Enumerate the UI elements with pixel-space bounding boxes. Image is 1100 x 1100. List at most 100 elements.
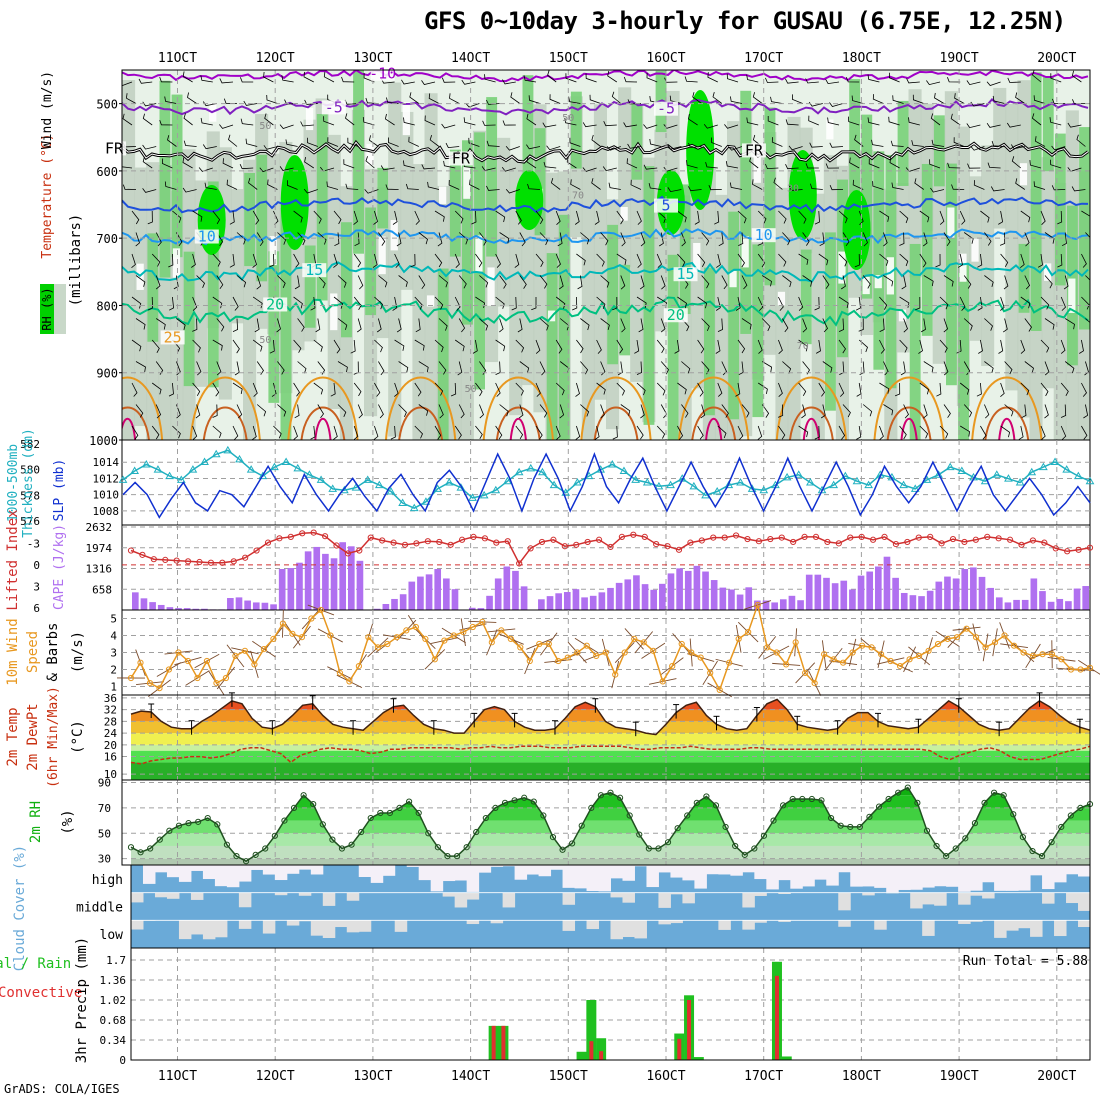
cape-bar	[857, 575, 865, 610]
cape-bar	[1047, 601, 1055, 610]
cloud-gap	[154, 892, 168, 898]
wind-barb	[475, 253, 483, 268]
wind-barb	[421, 80, 436, 85]
cape-bar	[762, 600, 770, 610]
rh2m-series-point	[952, 845, 959, 852]
lifted-index-series-point	[561, 543, 568, 550]
rh-grey-band	[1005, 104, 1019, 391]
date-tick-label-top: 18OCT	[842, 51, 881, 66]
wind-barb	[286, 180, 298, 190]
precip-convective-bar	[599, 1051, 604, 1060]
rh2m-series-point	[655, 845, 662, 852]
cloud-gap	[658, 892, 671, 908]
thickness-series-point	[293, 463, 303, 472]
wind-barb	[636, 253, 642, 268]
wind-barb	[681, 361, 691, 374]
wind-barb	[122, 184, 137, 190]
cloud-gap	[442, 865, 456, 882]
rh2m-series-point	[319, 821, 326, 828]
wind-tick-label: 4	[110, 630, 117, 643]
wind-barb	[216, 275, 224, 290]
wind-barb	[899, 425, 907, 440]
wind-barb	[445, 142, 460, 149]
wind-barb	[856, 425, 862, 440]
date-tick-label-top: 13OCT	[353, 51, 392, 66]
wind-barb	[980, 425, 987, 440]
wind-barb	[639, 275, 645, 290]
rh-grey-band	[230, 189, 244, 324]
wind-barb	[640, 404, 645, 419]
wind-barb	[511, 296, 517, 311]
wind-speed-series-point	[972, 634, 980, 641]
precip-convective-bar	[774, 975, 779, 1060]
rh-dry-patch	[463, 167, 471, 199]
wind-barb	[778, 210, 787, 224]
wind-barb	[765, 163, 779, 170]
cape-bar	[261, 602, 269, 610]
cape-bar	[719, 587, 727, 610]
cape-bar	[866, 571, 874, 610]
rh2m-series-point	[751, 845, 758, 852]
cloud-gap	[346, 892, 360, 901]
precip-axis-label: 3hr Precip (mm)	[74, 937, 90, 1063]
wind-barb	[434, 253, 443, 268]
rh2m-series-point	[712, 802, 720, 809]
wind-speed-series-point	[583, 642, 590, 649]
wind-barb	[626, 158, 638, 169]
wind-barb	[226, 179, 238, 190]
rh2m-series-point	[367, 814, 374, 822]
wind-barb	[122, 166, 133, 169]
rh-dry-patch	[330, 293, 338, 331]
wind-barb	[228, 134, 238, 147]
pressure-tick-label: 1000	[89, 434, 118, 448]
wind-barb	[499, 404, 509, 417]
contour-30	[789, 406, 834, 440]
date-tick-label-bottom: 20OCT	[1037, 1069, 1076, 1084]
wind-barb	[716, 253, 721, 268]
wind-barb	[528, 95, 541, 104]
contour-35	[998, 417, 1016, 440]
rh2m-axis-label: (%)	[60, 809, 76, 834]
pressure-tick-label: 900	[96, 367, 118, 381]
lifted-index-series-point	[139, 551, 146, 558]
wind-barb	[936, 382, 942, 397]
cloud-gap	[838, 920, 851, 927]
cape-bar	[252, 602, 260, 610]
wind-barb	[737, 339, 746, 354]
cloud-gap	[1006, 865, 1019, 891]
wind-barb	[341, 76, 355, 83]
wind-barb	[656, 382, 666, 396]
wind-barb	[872, 94, 884, 104]
wind-speed-series-point	[915, 652, 923, 660]
date-tick-label-top: 12OCT	[256, 51, 295, 66]
thickness-series-point	[654, 481, 664, 490]
temperature-contour	[122, 195, 1089, 214]
wind-barb	[539, 318, 549, 331]
wind-barb	[782, 232, 791, 246]
cloud-gap	[730, 865, 743, 876]
rh-grey-band	[327, 134, 341, 410]
wind-speed-series-point	[896, 663, 904, 670]
wind-barb	[1051, 145, 1066, 151]
cape-bar	[468, 607, 476, 610]
wind-barb	[697, 296, 708, 309]
wind-barb	[894, 382, 901, 397]
wind-barb	[717, 425, 727, 439]
wind-barb	[741, 404, 750, 418]
rh2m-series-point	[837, 822, 844, 829]
wind-barb	[819, 232, 825, 247]
wind-barb	[612, 425, 618, 440]
wind-barb	[398, 275, 408, 288]
cloud-gap	[598, 865, 611, 892]
wind-barb	[212, 253, 221, 267]
lifted-index-series-point	[630, 531, 637, 538]
wind-barb	[527, 183, 541, 190]
wind-barb	[495, 296, 505, 309]
cloud-gap	[754, 920, 767, 923]
wind-barb	[899, 253, 909, 267]
wind-barb	[596, 382, 606, 395]
wind-speed-series-point	[621, 649, 628, 656]
cloud-gap	[562, 865, 576, 888]
wind-barb	[454, 339, 465, 352]
wind-barb	[660, 275, 666, 290]
